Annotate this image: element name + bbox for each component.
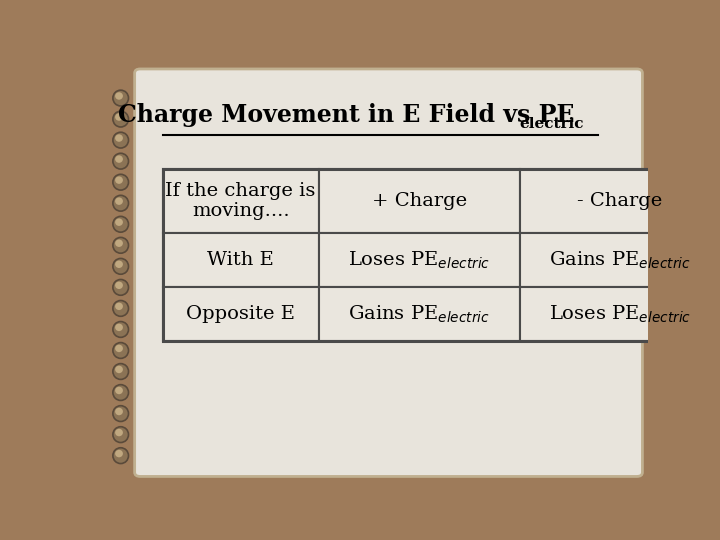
Ellipse shape bbox=[115, 408, 123, 415]
Ellipse shape bbox=[115, 345, 123, 352]
Ellipse shape bbox=[115, 323, 123, 331]
Bar bbox=[163, 233, 319, 287]
Text: Loses PE$_{electric}$: Loses PE$_{electric}$ bbox=[549, 303, 691, 325]
Ellipse shape bbox=[113, 174, 128, 190]
Text: Opposite E: Opposite E bbox=[186, 305, 295, 323]
Bar bbox=[520, 287, 720, 341]
Text: electric: electric bbox=[520, 117, 584, 131]
Ellipse shape bbox=[113, 448, 128, 463]
Ellipse shape bbox=[115, 260, 123, 268]
Ellipse shape bbox=[113, 238, 128, 253]
Text: - Charge: - Charge bbox=[577, 192, 662, 210]
Ellipse shape bbox=[113, 280, 128, 295]
Text: Gains PE$_{electric}$: Gains PE$_{electric}$ bbox=[549, 249, 691, 271]
Ellipse shape bbox=[113, 363, 128, 380]
Ellipse shape bbox=[115, 177, 123, 184]
Ellipse shape bbox=[115, 219, 123, 226]
Text: Charge Movement in E Field vs PE: Charge Movement in E Field vs PE bbox=[118, 103, 575, 127]
Ellipse shape bbox=[113, 132, 128, 148]
Ellipse shape bbox=[115, 387, 123, 394]
Bar bbox=[163, 287, 319, 341]
Ellipse shape bbox=[115, 156, 123, 163]
Bar bbox=[319, 287, 520, 341]
Ellipse shape bbox=[115, 450, 123, 457]
Text: If the charge is
moving....: If the charge is moving.... bbox=[166, 181, 316, 220]
Ellipse shape bbox=[115, 239, 123, 247]
Ellipse shape bbox=[113, 384, 128, 401]
Ellipse shape bbox=[113, 153, 128, 169]
Ellipse shape bbox=[113, 342, 128, 359]
Ellipse shape bbox=[115, 134, 123, 142]
Ellipse shape bbox=[115, 302, 123, 310]
Text: Gains PE$_{electric}$: Gains PE$_{electric}$ bbox=[348, 303, 490, 325]
FancyBboxPatch shape bbox=[135, 69, 642, 476]
Ellipse shape bbox=[113, 90, 128, 106]
Ellipse shape bbox=[113, 259, 128, 274]
Ellipse shape bbox=[113, 111, 128, 127]
Text: With E: With E bbox=[207, 251, 274, 269]
Ellipse shape bbox=[113, 406, 128, 422]
Ellipse shape bbox=[115, 198, 123, 205]
Bar bbox=[163, 168, 720, 341]
Bar bbox=[520, 233, 720, 287]
Text: Loses PE$_{electric}$: Loses PE$_{electric}$ bbox=[348, 249, 490, 271]
Ellipse shape bbox=[115, 366, 123, 373]
Bar bbox=[520, 168, 720, 233]
Text: + Charge: + Charge bbox=[372, 192, 467, 210]
Ellipse shape bbox=[113, 300, 128, 316]
Ellipse shape bbox=[115, 281, 123, 289]
Ellipse shape bbox=[115, 113, 123, 121]
Ellipse shape bbox=[115, 92, 123, 100]
Ellipse shape bbox=[113, 217, 128, 232]
Ellipse shape bbox=[113, 427, 128, 442]
Bar bbox=[163, 168, 319, 233]
Bar bbox=[319, 168, 520, 233]
Ellipse shape bbox=[113, 321, 128, 338]
Bar bbox=[319, 233, 520, 287]
Ellipse shape bbox=[113, 195, 128, 211]
Ellipse shape bbox=[115, 429, 123, 436]
